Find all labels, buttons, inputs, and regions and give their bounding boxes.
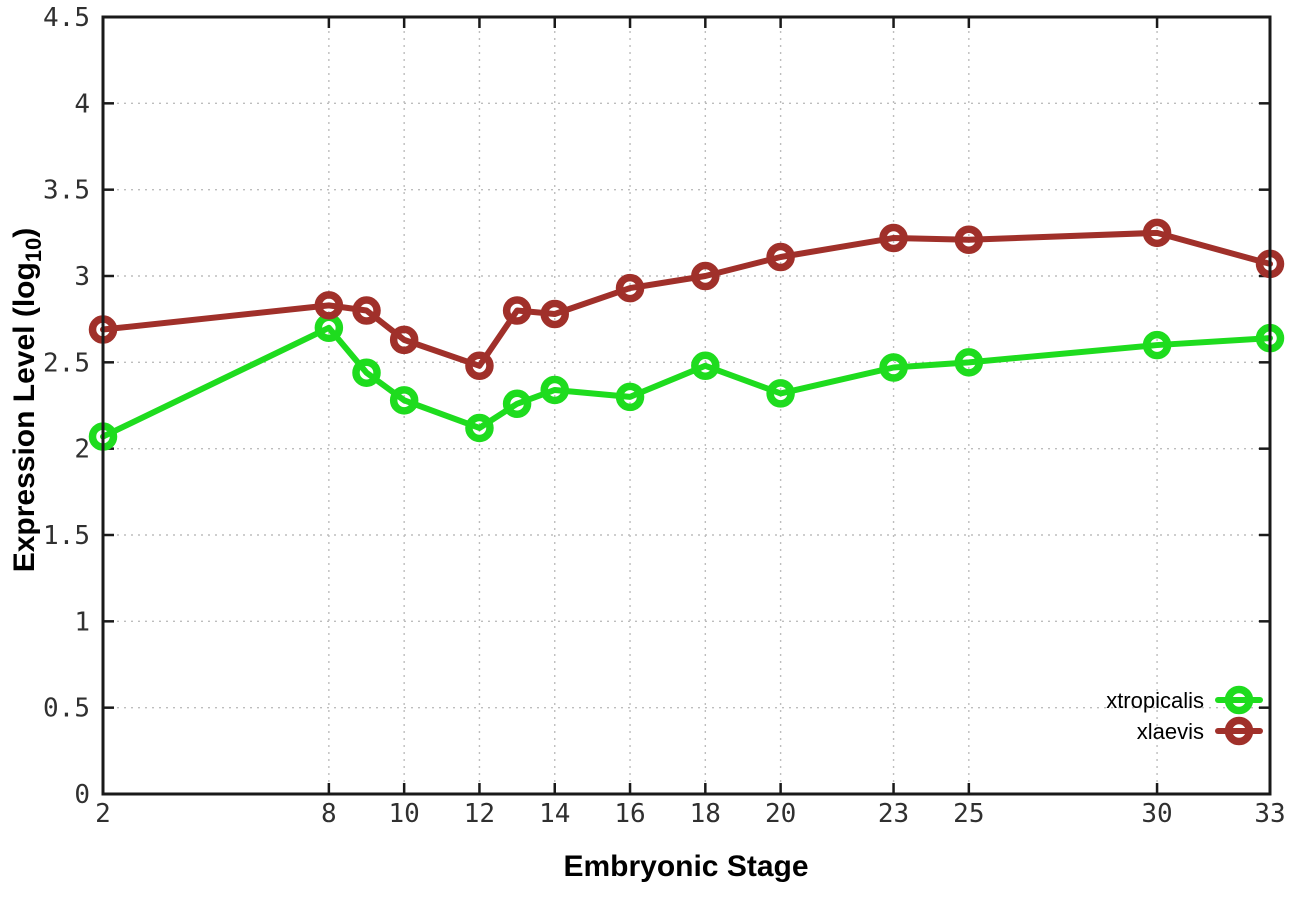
marker-xlaevis-stage-18 [691,261,720,291]
marker-xtropicalis-stage-12 [465,413,494,443]
marker-xlaevis-stage-16 [615,273,645,303]
y-tick-label: 4 [74,89,90,119]
marker-xlaevis-stage-30 [1142,218,1172,248]
marker-xlaevis-stage-8 [314,291,344,320]
marker-xlaevis-stage-10 [389,325,419,355]
marker-xtropicalis-stage-16 [615,382,645,412]
marker-xtropicalis-stage-30 [1142,330,1172,360]
marker-xlaevis-stage-23 [879,223,908,253]
y-axis-title-suffix: ) [8,228,41,238]
y-axis-title-prefix: Expression Level (log [8,262,41,572]
marker-xlaevis-stage-14 [540,299,569,329]
x-tick-label: 12 [464,799,495,829]
y-axis-title: Expression Level (log10) [8,228,46,573]
series-xlaevis-line [100,229,1273,369]
y-tick-label: 1 [74,607,90,637]
y-tick-label: 2.5 [43,348,90,378]
series-xlaevis [88,218,1285,381]
x-tick-label: 23 [878,799,909,829]
marker-xlaevis-stage-25 [954,225,984,254]
marker-xtropicalis-stage-14 [540,375,569,405]
tick-labels-layer: 2 8 10 12 14 16 18 20 23 25 30 33 0 0.5 1 1.5 2 2.5 3 3.5 4 4… [43,3,1286,829]
x-tick-label: 8 [321,799,337,829]
legend-label-xlaevis: xlaevis [1137,719,1204,744]
x-tick-label: 16 [614,799,645,829]
legend-sample-marker-xtropicalis [1224,685,1254,715]
y-tick-label: 0.5 [43,694,90,724]
x-tick-label: 18 [690,799,721,829]
y-tick-label: 3.5 [43,176,90,206]
marker-xtropicalis-stage-23 [879,353,908,382]
x-tick-label: 20 [765,799,796,829]
x-tick-label: 10 [389,799,420,829]
y-tick-label: 4.5 [43,3,90,33]
legend: xtropicalis xlaevis [1106,685,1263,746]
marker-xlaevis-stage-20 [766,242,795,272]
grid-layer [103,17,1270,794]
legend-label-xtropicalis: xtropicalis [1106,688,1204,713]
marker-xtropicalis-stage-25 [954,348,984,377]
marker-xtropicalis-stage-13 [502,389,532,419]
series-xtropicalis [88,313,1285,451]
legend-sample-marker-xlaevis [1224,716,1254,746]
y-axis-title-subscript: 10 [21,238,46,262]
y-tick-label: 2 [74,435,90,465]
y-tick-label: 0 [74,780,90,810]
x-axis-title: Embryonic Stage [563,850,808,883]
x-tick-label: 30 [1141,799,1172,829]
marker-xtropicalis-stage-9 [352,358,381,387]
x-tick-label: 33 [1254,799,1285,829]
plot-border [101,15,1272,796]
series-xtropicalis-line [100,324,1273,440]
marker-xlaevis-stage-12 [465,351,494,381]
tick-marks-layer [101,15,1272,796]
x-tick-label: 25 [953,799,984,829]
y-tick-label: 3 [74,262,90,292]
series-layer [88,218,1285,451]
y-tick-label: 1.5 [43,521,90,551]
marker-xtropicalis-stage-10 [389,386,419,415]
x-tick-label: 2 [95,799,111,829]
x-tick-label: 14 [539,799,570,829]
marker-xtropicalis-stage-18 [691,351,720,381]
marker-xlaevis-stage-9 [352,296,381,325]
marker-xlaevis-stage-13 [502,296,532,325]
marker-xtropicalis-stage-20 [766,379,795,408]
